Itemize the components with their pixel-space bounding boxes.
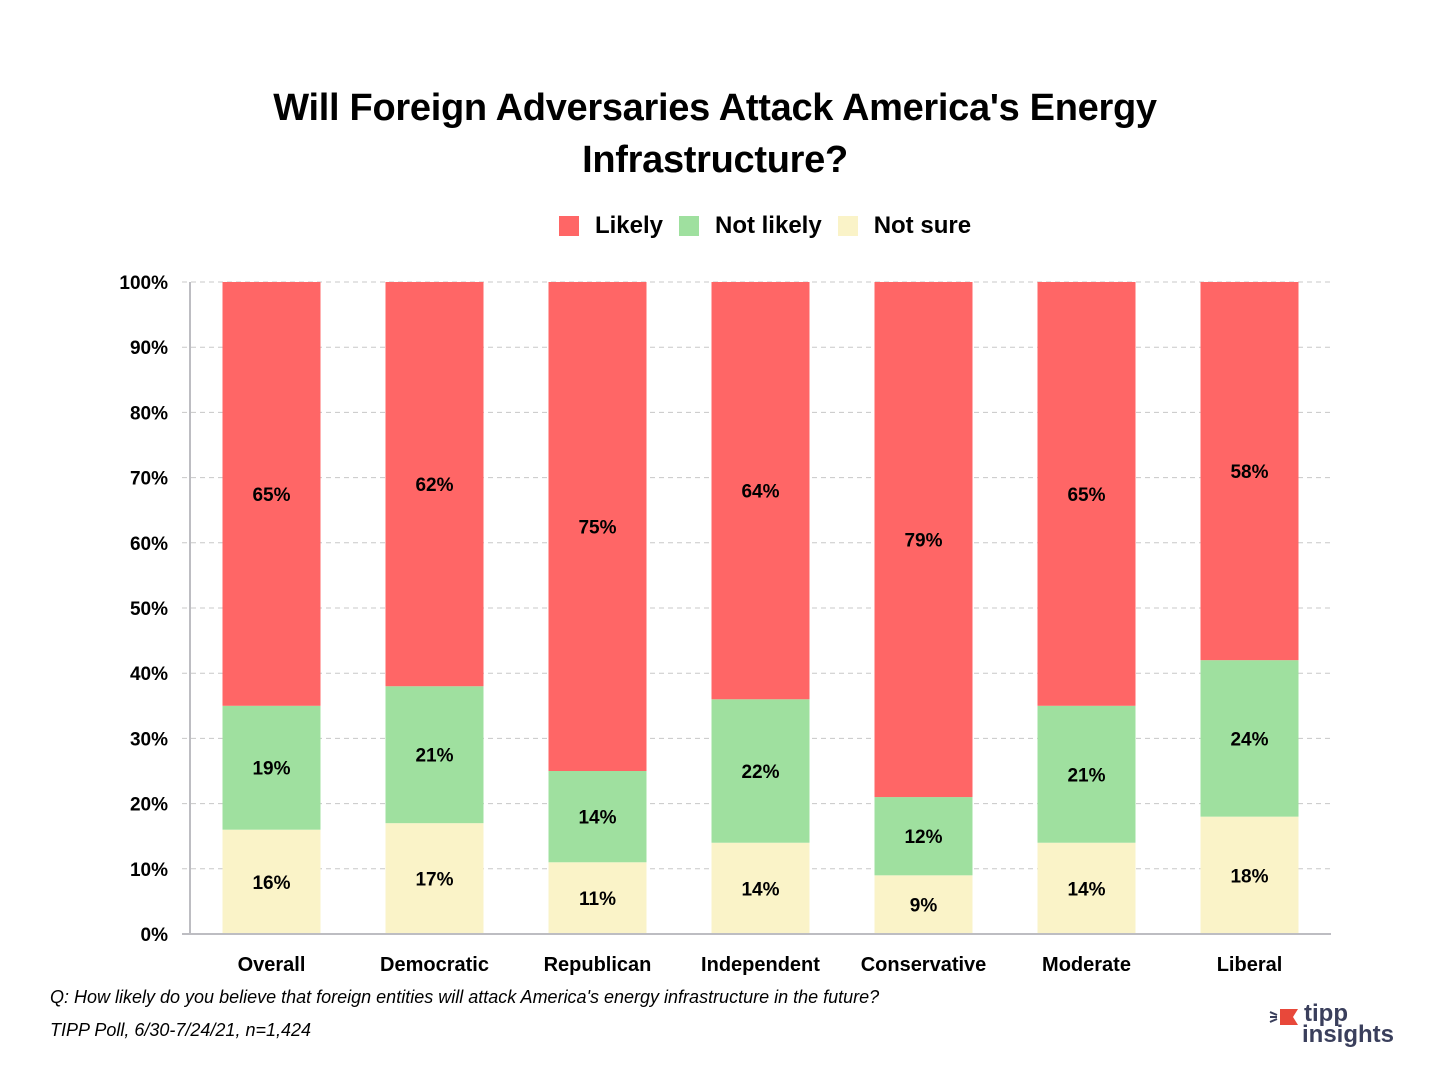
x-tick-label: Democratic xyxy=(380,954,489,976)
bar-segment-not-likely xyxy=(548,771,647,863)
bar-segment-likely xyxy=(1037,282,1136,706)
x-tick-label: Independent xyxy=(701,954,820,976)
y-axis-ticks: 0% 10% 20% 30% 40% 50% 60% 70% 80% 90% 100% xyxy=(119,273,168,946)
data-label-not-likely: 12% xyxy=(904,827,942,848)
legend-item-not-likely: Not likely xyxy=(678,212,822,240)
y-tick-label: 90% xyxy=(130,338,168,359)
data-label-not-likely: 21% xyxy=(415,746,453,767)
data-label-likely: 79% xyxy=(904,531,942,552)
legend-swatch-likely xyxy=(558,216,579,236)
bar-segment-likely xyxy=(874,282,973,798)
chart-title-line-2: Infrastructure? xyxy=(582,139,848,181)
bars xyxy=(222,282,1299,934)
gridlines xyxy=(182,281,1331,870)
legend-label-likely: Likely xyxy=(594,212,663,239)
data-labels: 16% 19% 65% 17% 21% 62% 11% 14% 75% 14% 22% 64% 9% 12… xyxy=(252,462,1268,917)
legend: Likely Not likely Not sure xyxy=(0,212,1440,240)
chart-title: Will Foreign Adversaries Attack America'… xyxy=(0,82,1430,186)
legend-item-likely: Likely xyxy=(558,212,663,240)
footer-source: TIPP Poll, 6/30-7/24/21, n=1,424 xyxy=(50,1020,312,1040)
data-label-likely: 58% xyxy=(1230,462,1268,483)
data-label-not-sure: 11% xyxy=(579,889,616,910)
bar-segment-not-sure xyxy=(548,862,647,934)
bar-segment-likely xyxy=(548,282,647,771)
data-label-likely: 65% xyxy=(1067,485,1105,506)
logo-text-line-1: tipp xyxy=(1304,1000,1348,1027)
data-label-not-likely: 21% xyxy=(1067,765,1105,786)
bar-segment-likely xyxy=(711,282,810,700)
legend-swatch-not-likely xyxy=(678,216,699,236)
x-tick-label: Moderate xyxy=(1042,954,1131,976)
y-tick-label: 100% xyxy=(119,273,168,294)
legend-swatch-not-sure xyxy=(837,216,858,236)
bar-segment-not-sure xyxy=(385,823,484,934)
y-tick-label: 60% xyxy=(130,534,168,555)
data-label-likely: 62% xyxy=(415,475,453,496)
data-label-not-likely: 14% xyxy=(578,808,616,829)
chart-title-line-1: Will Foreign Adversaries Attack America'… xyxy=(273,87,1157,129)
y-tick-label: 20% xyxy=(130,795,168,816)
data-label-not-sure: 16% xyxy=(252,873,290,894)
bar-segment-not-likely xyxy=(1200,660,1299,817)
data-label-likely: 65% xyxy=(252,485,290,506)
bar-segment-not-sure xyxy=(1200,816,1299,934)
data-label-not-likely: 19% xyxy=(252,759,290,780)
bar-segment-likely xyxy=(1200,282,1299,661)
data-label-not-likely: 22% xyxy=(741,762,779,783)
data-label-not-sure: 14% xyxy=(1067,879,1105,900)
bar-segment-not-likely xyxy=(222,705,321,830)
bar-segment-not-likely xyxy=(385,686,484,824)
bar-segment-not-likely xyxy=(711,699,810,843)
bar-segment-likely xyxy=(222,282,321,706)
y-tick-label: 0% xyxy=(141,925,169,946)
y-tick-label: 80% xyxy=(130,403,168,424)
bar-segment-likely xyxy=(385,282,484,687)
data-label-not-sure: 17% xyxy=(415,870,453,891)
bar-segment-not-likely xyxy=(874,797,973,876)
logo-text: tipp insights xyxy=(1302,1000,1395,1048)
tipp-insights-logo: tipp insights xyxy=(1268,1000,1408,1053)
x-tick-label: Liberal xyxy=(1217,954,1283,976)
data-label-not-sure: 14% xyxy=(741,879,779,900)
legend-item-not-sure: Not sure xyxy=(837,212,972,240)
data-label-likely: 64% xyxy=(741,482,779,503)
data-label-not-sure: 9% xyxy=(910,896,938,917)
data-label-likely: 75% xyxy=(578,518,616,539)
y-tick-label: 30% xyxy=(130,729,168,750)
y-tick-label: 10% xyxy=(130,860,168,881)
y-tick-label: 70% xyxy=(130,469,168,490)
bar-segment-not-sure xyxy=(711,842,810,934)
data-label-not-likely: 24% xyxy=(1230,729,1268,750)
x-tick-label: Overall xyxy=(238,954,306,976)
bar-segment-not-likely xyxy=(1037,705,1136,843)
legend-label-not-likely: Not likely xyxy=(714,212,822,239)
x-tick-label: Conservative xyxy=(861,954,987,976)
bar-segment-not-sure xyxy=(874,875,973,934)
bar-segment-not-sure xyxy=(1037,842,1136,934)
logo-arrow-icon xyxy=(1269,1009,1298,1025)
logo-text-line-2: insights xyxy=(1302,1021,1395,1048)
y-tick-label: 50% xyxy=(130,599,168,620)
data-label-not-sure: 18% xyxy=(1230,866,1268,887)
y-tick-label: 40% xyxy=(130,664,168,685)
footer-question: Q: How likely do you believe that foreig… xyxy=(50,987,880,1007)
legend-label-not-sure: Not sure xyxy=(873,212,972,239)
x-tick-label: Republican xyxy=(544,954,652,976)
bar-segment-not-sure xyxy=(222,829,321,934)
x-axis-ticks: Overall Democratic Republican Independent Co… xyxy=(238,954,1283,976)
